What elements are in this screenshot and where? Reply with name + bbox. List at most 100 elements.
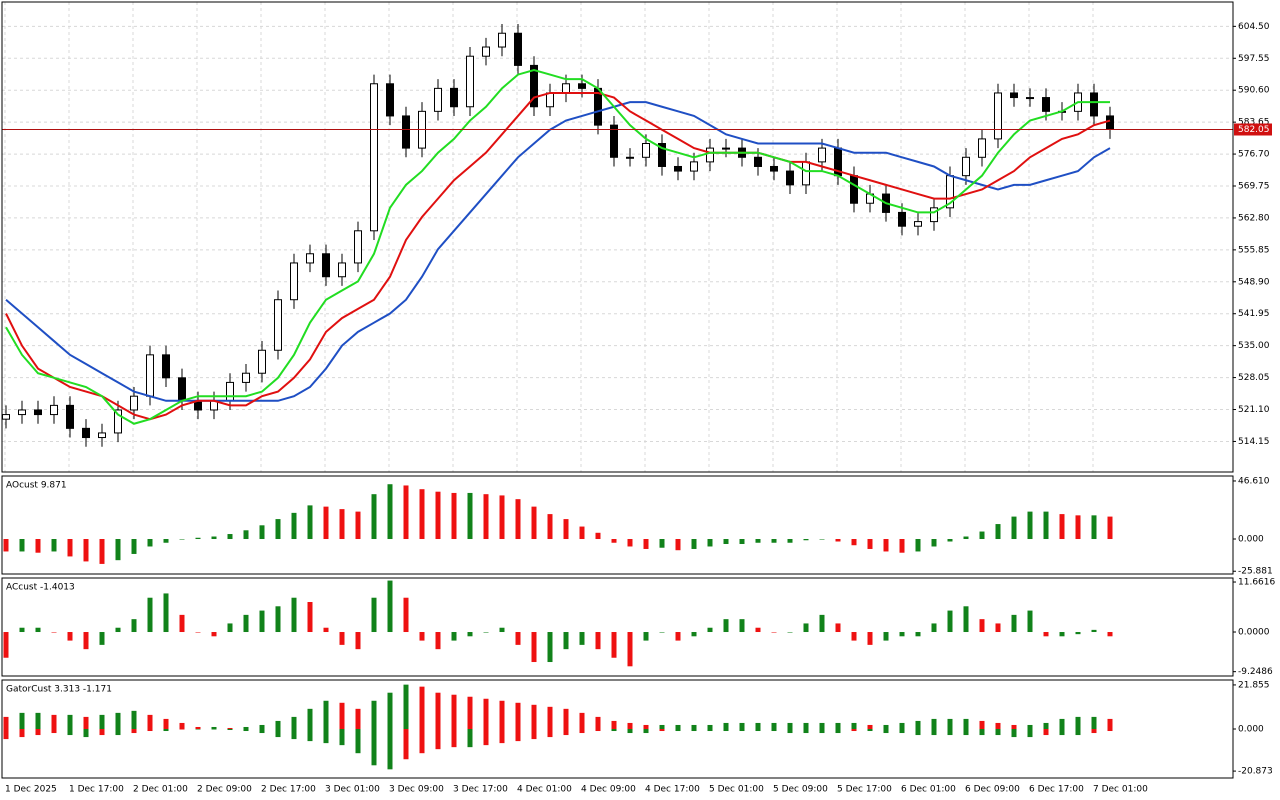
- histogram-bar: [755, 627, 761, 633]
- histogram-bar: [371, 700, 377, 729]
- y-tick-label: 576.70: [1238, 150, 1270, 160]
- histogram-bar: [707, 627, 713, 633]
- histogram-bar: [675, 724, 681, 729]
- histogram-bar: [451, 492, 457, 540]
- histogram-bar: [467, 696, 473, 729]
- histogram-bar: [707, 724, 713, 729]
- panel-frame: [1, 475, 1234, 575]
- histogram-bar: [515, 499, 521, 540]
- candle-body: [818, 147, 826, 163]
- histogram-bar: [147, 597, 153, 633]
- y-tick-label: 535.00: [1238, 341, 1270, 351]
- candle-body: [930, 207, 938, 223]
- histogram-bar: [547, 632, 553, 663]
- histogram-bar: [803, 539, 809, 541]
- histogram-bar: [963, 536, 969, 540]
- histogram-bar: [259, 610, 265, 633]
- y-tick-label: 46.610: [1238, 476, 1270, 486]
- histogram-bar: [403, 485, 409, 540]
- histogram-bar: [995, 623, 1001, 633]
- histogram-bar: [227, 534, 233, 540]
- histogram-bar: [371, 597, 377, 633]
- histogram-bar: [483, 729, 489, 746]
- histogram-bar: [19, 729, 25, 738]
- histogram-bar: [19, 627, 25, 633]
- candle-body: [770, 165, 778, 172]
- candle-body: [994, 92, 1002, 140]
- histogram-bar: [3, 729, 9, 740]
- histogram-bar: [227, 729, 233, 731]
- histogram-bar: [195, 726, 201, 729]
- indicator-title: AOcust 9.871: [6, 481, 67, 491]
- y-tick-label: 0.000: [1238, 725, 1264, 735]
- candle-body: [642, 143, 650, 158]
- histogram-bar: [611, 729, 617, 732]
- histogram-bar: [163, 718, 169, 729]
- histogram-bar: [499, 729, 505, 744]
- histogram-bar: [675, 632, 681, 641]
- current-price-label: 582.05: [1238, 125, 1270, 135]
- histogram-bar: [35, 712, 41, 729]
- y-tick-label: 597.55: [1238, 54, 1270, 64]
- histogram-bar: [579, 729, 585, 734]
- histogram-bar: [691, 729, 697, 732]
- histogram-bar: [499, 700, 505, 729]
- histogram-bar: [115, 712, 121, 729]
- histogram-bar: [1091, 515, 1097, 540]
- candle-body: [226, 381, 234, 402]
- histogram-bar: [1059, 632, 1065, 637]
- histogram-bar: [339, 509, 345, 540]
- histogram-bar: [723, 539, 729, 544]
- histogram-bar: [51, 632, 57, 633]
- histogram-bar: [195, 632, 201, 633]
- histogram-bar: [531, 632, 537, 663]
- histogram-bar: [851, 729, 857, 732]
- histogram-bar: [883, 724, 889, 729]
- y-tick-label: 21.855: [1238, 680, 1270, 690]
- candle-body: [354, 230, 362, 264]
- y-tick-label: 541.95: [1238, 309, 1270, 319]
- histogram-bar: [515, 632, 521, 645]
- histogram-bar: [275, 606, 281, 633]
- candle-body: [242, 372, 250, 383]
- histogram-bar: [563, 519, 569, 540]
- candle-body: [690, 161, 698, 172]
- histogram-bar: [307, 708, 313, 729]
- candle-body: [98, 432, 106, 439]
- x-tick-label: 1 Dec 17:00: [69, 785, 124, 795]
- histogram-bar: [259, 525, 265, 540]
- histogram-bar: [307, 602, 313, 633]
- candle-body: [130, 395, 138, 411]
- histogram-bar: [931, 729, 937, 736]
- histogram-bar: [307, 729, 313, 742]
- histogram-bar: [883, 729, 889, 734]
- histogram-bar: [1043, 729, 1049, 736]
- candle-body: [370, 83, 378, 232]
- histogram-bar: [947, 718, 953, 729]
- histogram-bar: [371, 729, 377, 766]
- histogram-bar: [451, 729, 457, 748]
- histogram-bar: [403, 684, 409, 729]
- histogram-bar: [419, 686, 425, 729]
- x-tick-label: 6 Dec 09:00: [965, 785, 1020, 795]
- histogram-bar: [787, 632, 793, 633]
- histogram-bar: [755, 729, 761, 732]
- histogram-bar: [19, 712, 25, 729]
- x-tick-label: 4 Dec 17:00: [645, 785, 700, 795]
- histogram-bar: [131, 729, 137, 734]
- histogram-bar: [835, 729, 841, 734]
- candle-body: [82, 427, 90, 439]
- histogram-bar: [995, 729, 1001, 736]
- x-tick-label: 2 Dec 01:00: [133, 785, 188, 795]
- candle-body: [530, 64, 538, 108]
- histogram-bar: [915, 720, 921, 729]
- histogram-bar: [35, 539, 41, 553]
- histogram-bar: [691, 632, 697, 637]
- histogram-bar: [275, 519, 281, 540]
- histogram-bar: [3, 632, 9, 658]
- histogram-bar: [787, 539, 793, 543]
- candle-body: [914, 221, 922, 227]
- candle-body: [114, 409, 122, 434]
- candle-body: [18, 409, 26, 416]
